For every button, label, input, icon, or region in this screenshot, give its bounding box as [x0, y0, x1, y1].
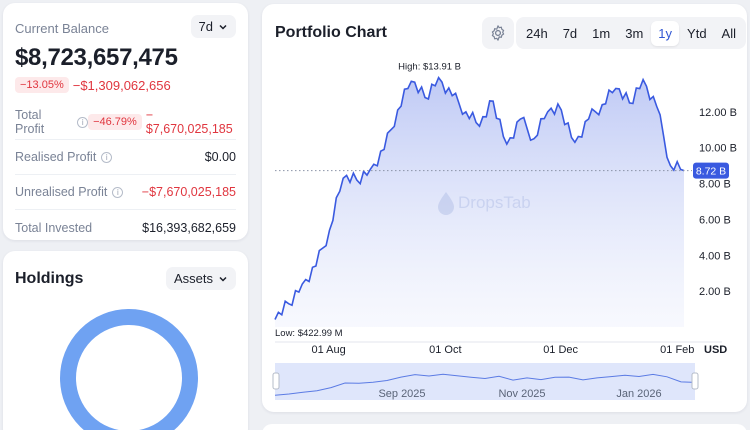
balance-range-value: 7d: [198, 19, 213, 34]
holdings-donut-chart[interactable]: [60, 309, 198, 430]
stat-row: Total Profit i −46.79% −$7,670,025,185: [15, 105, 236, 140]
stat-label-group: Total Profit i: [15, 108, 89, 136]
y-tick-label: 12.00 B: [699, 107, 737, 119]
stat-value: $16,393,682,659: [142, 220, 236, 235]
stat-row: Realised Profit i $0.00: [15, 140, 236, 175]
info-icon[interactable]: i: [112, 186, 124, 198]
y-tick-label: 2.00 B: [699, 286, 731, 298]
range-navigator: [275, 363, 695, 400]
range-button-ytd[interactable]: Ytd: [687, 25, 707, 41]
stat-row: Total Invested $16,393,682,659: [15, 210, 236, 240]
balance-change-abs: −$1,309,062,656: [72, 77, 171, 93]
holdings-title: Holdings: [15, 269, 84, 287]
y-tick-label: 8.00 B: [699, 179, 731, 191]
stat-label-group: Unrealised Profit i: [15, 185, 124, 199]
navigator-label: Sep 2025: [378, 388, 425, 400]
y-tick-label: 6.00 B: [699, 214, 731, 226]
current-value-tag: [693, 162, 729, 179]
stat-value-group: $16,393,682,659: [142, 221, 236, 235]
stat-value: −$7,670,025,185: [141, 185, 236, 199]
stat-label-group: Realised Profit i: [15, 150, 113, 164]
next-card-edge: [262, 424, 747, 430]
gear-icon: [491, 25, 505, 41]
stat-value-group: −46.79% −$7,670,025,185: [88, 108, 236, 136]
y-tick-label: 10.00 B: [699, 143, 737, 155]
navigator-label: Nov 2025: [498, 388, 545, 400]
range-button-all[interactable]: All: [721, 25, 736, 41]
range-button-7d[interactable]: 7d: [562, 25, 578, 41]
balance-range-dropdown[interactable]: 7d: [190, 15, 236, 38]
high-label: High: $13.91 B: [398, 62, 461, 73]
balance-value: $8,723,657,475: [15, 44, 178, 71]
stat-label-group: Total Invested: [15, 221, 92, 235]
navigator-label: Jan 2026: [616, 388, 661, 400]
chevron-down-icon: [219, 24, 227, 30]
navigator-right-handle: [691, 372, 699, 390]
info-icon[interactable]: i: [77, 116, 89, 128]
stat-label: Total Invested: [15, 220, 93, 235]
holdings-view-dropdown[interactable]: Assets: [165, 267, 236, 290]
chevron-down-icon: [219, 276, 227, 282]
chart-series-line: [274, 76, 685, 320]
range-button-24h[interactable]: 24h: [526, 25, 548, 41]
stat-row: Unrealised Profit i −$7,670,025,185: [15, 175, 236, 210]
x-tick-label: 01 Dec: [543, 344, 578, 356]
stat-value: −$7,670,025,185: [145, 108, 233, 136]
x-tick-label: 01 Aug: [312, 344, 346, 356]
balance-change-pct: −13.05%: [15, 77, 69, 93]
range-button-3m[interactable]: 3m: [625, 25, 644, 41]
holdings-card: Holdings Assets: [3, 251, 248, 430]
balance-stats: Total Profit i −46.79% −$7,670,025,185 Reali…: [15, 105, 236, 240]
range-button-1y[interactable]: 1y: [651, 20, 680, 46]
stat-value-group: −$7,670,025,185: [142, 185, 236, 199]
stat-value-group: $0.00: [205, 150, 236, 164]
navigator-series-line: [274, 373, 696, 396]
chart-title: Portfolio Chart: [275, 24, 387, 41]
chart-range-selector: 24h 7d 1m 3m 1y Ytd All: [516, 17, 746, 49]
low-label: Low: $422.99 M: [275, 328, 343, 339]
stat-value: $0.00: [204, 150, 236, 164]
range-button-1m[interactable]: 1m: [592, 25, 611, 41]
stat-label: Unrealised Profit: [15, 185, 108, 199]
y-tick-label: 4.00 B: [699, 250, 731, 262]
holdings-view-value: Assets: [173, 271, 213, 286]
stat-label: Realised Profit: [15, 150, 97, 164]
stat-label: Total Profit: [15, 108, 45, 136]
balance-label: Current Balance: [15, 21, 109, 36]
chart-area: [275, 77, 684, 327]
currency-label: USD: [704, 344, 727, 356]
navigator-left-handle: [272, 372, 280, 390]
chart-settings-button[interactable]: [482, 17, 514, 49]
x-tick-label: 01 Oct: [429, 344, 461, 356]
x-tick-label: 01 Feb: [660, 344, 694, 356]
stat-pct-badge: −46.79%: [88, 114, 142, 130]
current-value-label: 8.72 B: [696, 166, 726, 178]
balance-card: Current Balance 7d $8,723,657,475 −13.05…: [3, 3, 248, 240]
info-icon[interactable]: i: [101, 151, 113, 163]
